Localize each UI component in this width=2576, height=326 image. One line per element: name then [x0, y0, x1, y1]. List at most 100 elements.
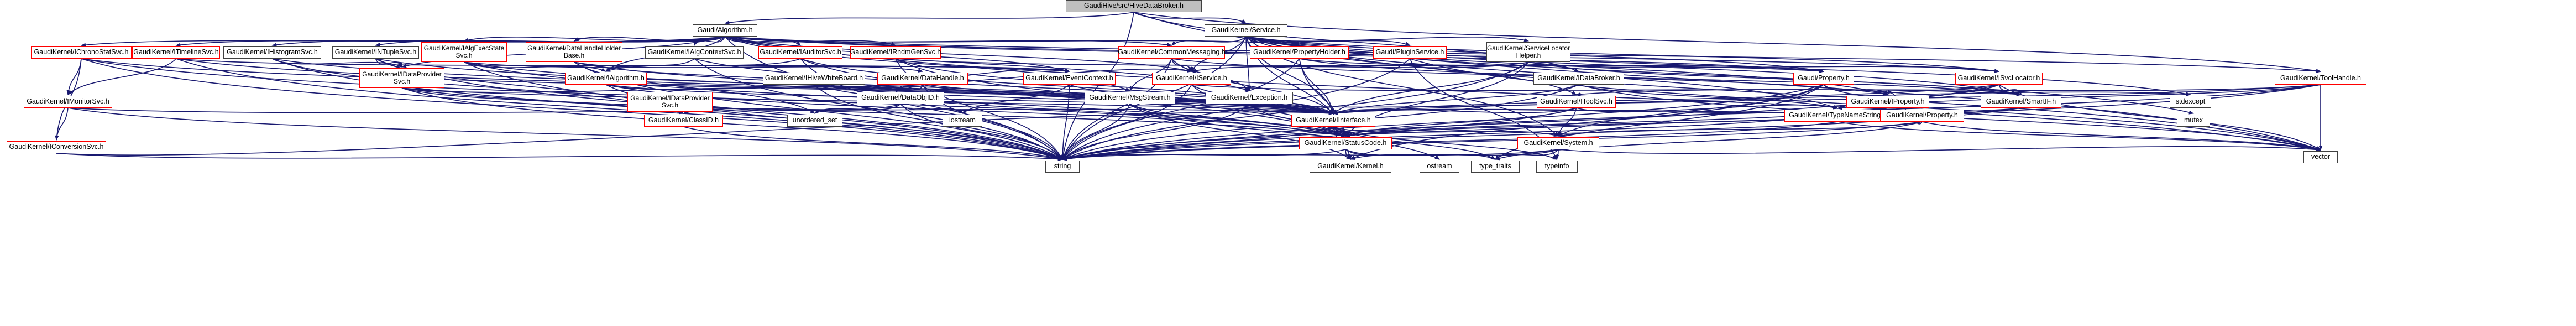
graph-node[interactable]: GaudiKernel/IAlgExecState Svc.h — [421, 42, 507, 62]
graph-node[interactable]: GaudiKernel/DataHandleHolder Base.h — [526, 42, 622, 62]
graph-edge — [176, 58, 1070, 73]
graph-edge — [1069, 84, 1334, 114]
graph-node[interactable]: type_traits — [1471, 161, 1520, 173]
graph-edge — [1191, 61, 1529, 73]
graph-edge — [56, 111, 1334, 156]
graph-node[interactable]: GaudiKernel/IDataProvider Svc.h — [359, 68, 444, 88]
graph-edge — [1062, 104, 1130, 160]
graph-node[interactable]: GaudiKernel/IHistogramSvc.h — [223, 46, 321, 59]
graph-edge — [1558, 121, 1923, 137]
graph-edge — [724, 36, 801, 46]
graph-edge — [1528, 61, 1999, 73]
graph-node[interactable]: Gaudi/PluginService.h — [1373, 46, 1447, 59]
graph-edge — [1061, 12, 1134, 160]
graph-edge — [375, 58, 402, 68]
graph-node[interactable]: GaudiKernel/IToolSvc.h — [1537, 96, 1616, 108]
graph-node[interactable]: GaudiKernel/Exception.h — [1206, 92, 1293, 104]
graph-edge — [81, 58, 1063, 160]
graph-node[interactable]: GaudiKernel/IDataProvider Svc.h — [627, 92, 713, 112]
graph-edge — [1062, 107, 1577, 161]
graph-edge — [962, 84, 1070, 114]
graph-edge — [1333, 84, 2321, 115]
graph-edge — [1245, 36, 1999, 73]
graph-node[interactable]: string — [1045, 161, 1080, 173]
graph-node[interactable]: GaudiKernel/System.h — [1517, 137, 1599, 149]
graph-edge — [1333, 84, 1999, 115]
graph-node[interactable]: GaudiKernel/IService.h — [1152, 73, 1231, 85]
graph-node[interactable]: GaudiKernel/IMonitorSvc.h — [24, 96, 112, 108]
graph-node[interactable]: GaudiKernel/IInterface.h — [1291, 115, 1375, 127]
graph-edge — [605, 84, 1334, 115]
graph-edge — [1333, 126, 1559, 137]
graph-edge — [814, 104, 901, 114]
graph-node[interactable]: ostream — [1420, 161, 1459, 173]
graph-edge — [1333, 84, 1579, 114]
graph-node[interactable]: GaudiKernel/EventContext.h — [1023, 73, 1116, 85]
graph-edge — [1062, 84, 1192, 160]
graph-edge — [1495, 149, 1559, 160]
graph-node[interactable]: GaudiKernel/IRndmGenSvc.h — [850, 46, 941, 59]
graph-edge — [1129, 104, 1440, 160]
graph-node[interactable]: GaudiKernel/IAlgContextSvc.h — [645, 46, 744, 59]
graph-edge — [1837, 121, 2321, 152]
graph-node[interactable]: typeinfo — [1536, 161, 1578, 173]
graph-node[interactable]: GaudiKernel/ClassID.h — [644, 115, 723, 127]
graph-node[interactable]: Gaudi/Algorithm.h — [693, 24, 757, 37]
graph-node[interactable]: stdexcept — [2170, 96, 2211, 108]
graph-edge — [1578, 84, 1839, 110]
graph-node[interactable]: GaudiKernel/Property.h — [1880, 110, 1964, 122]
graph-node[interactable]: GaudiKernel/IHiveWhiteBoard.h — [763, 73, 865, 85]
graph-node[interactable]: mutex — [2177, 115, 2210, 127]
graph-node[interactable]: GaudiKernel/IAuditorSvc.h — [758, 46, 842, 59]
graph-node[interactable]: GaudiKernel/IChronoStatSvc.h — [31, 46, 132, 59]
graph-node[interactable]: GaudiKernel/CommonMessaging.h — [1118, 46, 1226, 59]
graph-node[interactable]: vector — [2303, 151, 2338, 163]
graph-edge — [1921, 121, 2321, 151]
graph-node[interactable]: GaudiKernel/DataObjID.h — [857, 92, 944, 104]
graph-edge — [1062, 58, 1411, 160]
graph-edge — [1245, 36, 1252, 91]
graph-node[interactable]: unordered_set — [787, 115, 842, 127]
graph-edge — [1249, 91, 2191, 108]
graph-node[interactable]: GaudiKernel/IDataBroker.h — [1533, 73, 1624, 85]
graph-node[interactable]: GaudiKernel/PropertyHolder.h — [1250, 46, 1349, 59]
graph-node[interactable]: GaudiKernel/DataHandle.h — [877, 73, 968, 85]
graph-node[interactable]: GaudiKernel/IConversionSvc.h — [7, 141, 106, 153]
graph-edge — [574, 61, 815, 114]
graph-edge — [1171, 36, 1247, 46]
graph-edge — [463, 36, 725, 42]
graph-edge — [724, 12, 1134, 25]
graph-edge — [1062, 149, 1559, 161]
graph-node[interactable]: GaudiKernel/Service.h — [1205, 24, 1287, 37]
graph-edge — [1558, 146, 2321, 154]
graph-node[interactable]: iostream — [943, 115, 982, 127]
graph-node[interactable]: GaudiKernel/INTupleSvc.h — [332, 46, 419, 59]
graph-node[interactable]: GaudiKernel/StatusCode.h — [1299, 137, 1392, 149]
graph-node[interactable]: GaudiKernel/ITimelineSvc.h — [132, 46, 220, 59]
graph-node[interactable]: GaudiKernel/IProperty.h — [1846, 96, 1929, 108]
graph-node[interactable]: Gaudi/Property.h — [1793, 73, 1854, 85]
graph-edge — [1333, 126, 1496, 160]
graph-edge — [464, 61, 606, 72]
graph-node[interactable]: GaudiKernel/ToolHandle.h — [2275, 73, 2366, 85]
graph-node[interactable]: GaudiKernel/SmartIF.h — [1981, 96, 2061, 108]
graph-edge — [401, 87, 1346, 138]
graph-edge — [900, 104, 963, 114]
graph-edge — [1555, 149, 1559, 160]
graph-edge — [1495, 121, 1923, 161]
graph-edge — [66, 58, 82, 95]
graph-node[interactable]: GaudiKernel/Kernel.h — [1310, 161, 1391, 173]
graph-edge — [683, 126, 1063, 161]
graph-edge — [1062, 121, 1923, 161]
graph-node[interactable]: GaudiKernel/ISvcLocator.h — [1955, 73, 2043, 85]
graph-node[interactable]: GaudiKernel/ServiceLocator Helper.h — [1486, 42, 1570, 62]
graph-node[interactable]: GaudiKernel/TypeNameString.h — [1784, 110, 1891, 122]
graph-node[interactable]: GaudiKernel/MsgStream.h — [1085, 92, 1175, 104]
graph-node[interactable]: GaudiKernel/IAlgorithm.h — [565, 73, 647, 85]
graph-edge — [605, 58, 801, 72]
graph-edge — [1333, 107, 1577, 115]
graph-node[interactable]: GaudiHive/src/HiveDataBroker.h — [1066, 0, 1202, 12]
graph-edge — [1575, 84, 2321, 96]
graph-edge — [56, 153, 1063, 161]
